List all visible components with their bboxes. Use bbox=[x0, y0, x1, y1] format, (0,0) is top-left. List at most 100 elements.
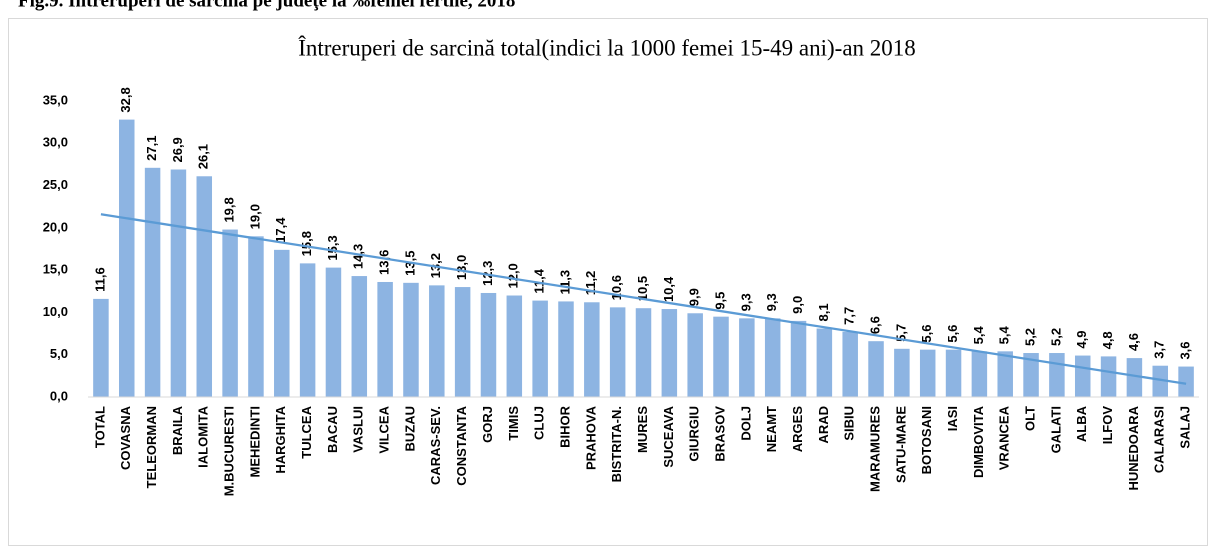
value-label: 12,3 bbox=[480, 261, 495, 286]
x-tick-label: GALATI bbox=[1048, 406, 1063, 453]
value-label: 10,5 bbox=[635, 276, 650, 301]
bar bbox=[299, 263, 316, 397]
x-tick-label: TOTAL bbox=[92, 406, 107, 448]
bar bbox=[997, 351, 1013, 397]
x-tick-label: SALAJ bbox=[1178, 406, 1193, 449]
bar bbox=[248, 236, 264, 397]
x-tick-label: VILCEA bbox=[377, 405, 392, 453]
bar bbox=[971, 351, 988, 397]
bar bbox=[377, 281, 393, 397]
bar bbox=[1049, 353, 1065, 397]
bar bbox=[816, 328, 833, 397]
x-tick-label: GIURGIU bbox=[687, 406, 702, 462]
value-label: 26,1 bbox=[196, 144, 211, 169]
x-tick-label: VASLUI bbox=[351, 406, 366, 453]
bar bbox=[1126, 358, 1143, 397]
x-tick-label: NEAMT bbox=[764, 406, 779, 452]
bar bbox=[1074, 355, 1091, 397]
y-tick-label: 25,0 bbox=[43, 177, 68, 192]
value-label: 5,6 bbox=[945, 325, 960, 343]
value-label: 13,6 bbox=[377, 250, 392, 275]
bar bbox=[842, 331, 858, 397]
bar bbox=[1100, 356, 1117, 397]
x-tick-label: CARAS-SEV. bbox=[428, 406, 443, 485]
value-label: 8,1 bbox=[816, 303, 831, 321]
x-tick-label: COVASNA bbox=[118, 405, 133, 470]
x-tick-label: CALARASI bbox=[1152, 406, 1167, 473]
chart-border bbox=[8, 18, 1208, 546]
value-label: 7,7 bbox=[842, 307, 857, 325]
value-label: 15,8 bbox=[299, 231, 314, 256]
y-tick-label: 10,0 bbox=[43, 304, 68, 319]
value-label: 19,0 bbox=[247, 204, 262, 229]
value-label: 9,5 bbox=[712, 292, 727, 310]
x-tick-label: GORJ bbox=[480, 406, 495, 443]
x-tick-label: BUZAU bbox=[402, 406, 417, 452]
x-tick-label: HARGHITA bbox=[273, 405, 288, 473]
x-tick-label: TELEORMAN bbox=[144, 406, 159, 488]
y-tick-label: 30,0 bbox=[43, 135, 68, 150]
bar bbox=[584, 302, 600, 397]
bar bbox=[713, 316, 729, 397]
bar bbox=[764, 318, 781, 397]
value-label: 3,7 bbox=[1152, 341, 1167, 359]
value-label: 26,9 bbox=[170, 137, 185, 162]
x-tick-label: MEHEDINTI bbox=[247, 406, 262, 478]
bar bbox=[325, 267, 342, 397]
bar bbox=[868, 341, 884, 397]
x-tick-label: ARAD bbox=[816, 406, 831, 444]
x-tick-label: BOTOSANI bbox=[919, 406, 934, 474]
x-tick-label: M.BUCURESTI bbox=[222, 406, 237, 496]
x-tick-label: CLUJ bbox=[532, 406, 547, 440]
value-label: 9,0 bbox=[790, 296, 805, 314]
caption: Fig.9. Întreruperi de sarcina pe judeţe … bbox=[18, 0, 515, 11]
bar bbox=[739, 318, 755, 397]
bar bbox=[506, 295, 523, 397]
value-label: 11,4 bbox=[532, 268, 547, 293]
value-label: 6,6 bbox=[867, 316, 882, 334]
y-tick-label: 5,0 bbox=[50, 346, 68, 361]
x-tick-label: MARAMURES bbox=[867, 406, 882, 492]
x-tick-label: SIBIU bbox=[842, 406, 857, 441]
value-label: 5,6 bbox=[919, 325, 934, 343]
bar bbox=[351, 276, 368, 397]
value-label: 5,2 bbox=[1022, 328, 1037, 346]
bar bbox=[1152, 365, 1168, 397]
x-tick-label: TULCEA bbox=[299, 405, 314, 458]
bar bbox=[403, 282, 419, 397]
bar bbox=[454, 287, 471, 397]
x-tick-label: ILFOV bbox=[1100, 406, 1115, 445]
x-tick-label: BACAU bbox=[325, 406, 340, 453]
bar bbox=[429, 285, 445, 397]
bar bbox=[93, 298, 109, 397]
bar bbox=[661, 309, 678, 397]
x-tick-label: IALOMITA bbox=[196, 405, 211, 467]
bar bbox=[196, 176, 213, 397]
bar bbox=[119, 119, 135, 397]
value-label: 9,3 bbox=[764, 293, 779, 311]
trendline bbox=[100, 213, 1187, 385]
x-tick-label: BRAILA bbox=[170, 405, 185, 455]
bar bbox=[532, 300, 548, 397]
value-label: 5,7 bbox=[893, 324, 908, 342]
value-label: 4,6 bbox=[1126, 333, 1141, 351]
x-tick-label: ALBA bbox=[1074, 405, 1089, 442]
value-label: 32,8 bbox=[118, 87, 133, 112]
bar bbox=[945, 349, 962, 397]
bar bbox=[274, 249, 290, 397]
y-tick-label: 0,0 bbox=[50, 388, 68, 403]
bar bbox=[1178, 366, 1194, 397]
bar bbox=[919, 349, 936, 397]
bar bbox=[480, 292, 497, 397]
x-tick-label: ARGES bbox=[790, 406, 805, 453]
value-label: 9,3 bbox=[738, 293, 753, 311]
x-tick-label: BRASOV bbox=[712, 406, 727, 462]
value-label: 10,4 bbox=[661, 276, 676, 302]
x-tick-label: TIMIS bbox=[506, 406, 521, 441]
x-tick-label: SATU-MARE bbox=[893, 406, 908, 483]
x-tick-label: BISTRITA-N. bbox=[609, 406, 624, 482]
x-tick-label: MURES bbox=[635, 406, 650, 453]
x-tick-label: VRANCEA bbox=[997, 405, 1012, 470]
y-tick-label: 15,0 bbox=[43, 262, 68, 277]
